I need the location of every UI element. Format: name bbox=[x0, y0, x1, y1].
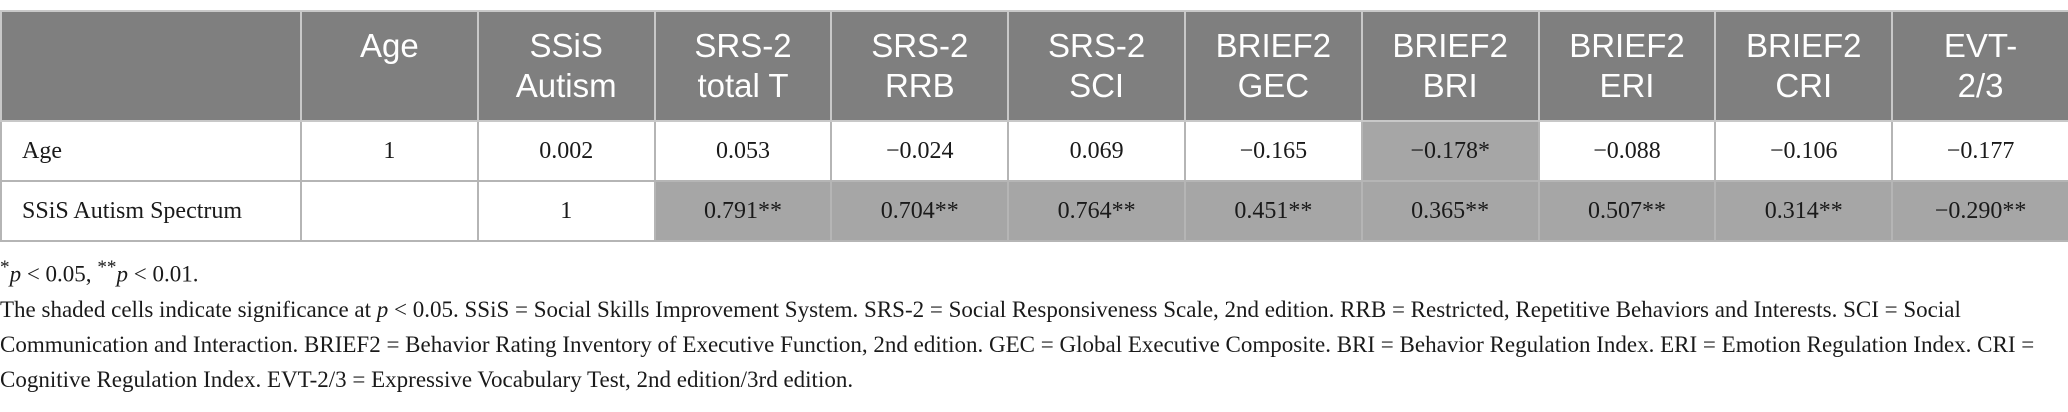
header-srs2-sci-line1: SRS-2 bbox=[1047, 27, 1146, 64]
table-cell: −0.178* bbox=[1360, 120, 1540, 182]
abbreviations-footnote: The shaded cells indicate significance a… bbox=[0, 292, 2060, 397]
table-cell: 0.365** bbox=[1360, 180, 1540, 242]
table-cell: −0.177 bbox=[1891, 120, 2068, 182]
p-threshold-2: < 0.01. bbox=[127, 261, 199, 287]
shading-note-text: The shaded cells indicate significance a… bbox=[0, 296, 377, 322]
header-brief2-bri-line2: BRI bbox=[1422, 67, 1478, 104]
p-symbol: p bbox=[376, 296, 389, 322]
header-age-spacer bbox=[308, 66, 471, 106]
double-star: ** bbox=[97, 257, 117, 278]
header-srs2-rrb: SRS-2 RRB bbox=[830, 10, 1010, 122]
header-srs2-rrb-line2: RRB bbox=[884, 67, 955, 104]
p-symbol: p bbox=[9, 261, 22, 287]
table-cell: 0.314** bbox=[1714, 180, 1894, 242]
p-symbol: p bbox=[116, 261, 128, 287]
table-cell: 0.704** bbox=[830, 180, 1010, 242]
header-corner-cell bbox=[0, 10, 302, 122]
header-brief2-gec-line2: GEC bbox=[1237, 67, 1310, 104]
header-age: Age bbox=[300, 10, 479, 122]
header-srs2-total-line2: total T bbox=[697, 67, 789, 104]
table-cell: −0.088 bbox=[1537, 120, 1717, 182]
table-cell: −0.106 bbox=[1714, 120, 1894, 182]
header-srs2-total: SRS-2 total T bbox=[653, 10, 833, 122]
table-cell: 1 bbox=[476, 180, 656, 242]
header-srs2-total-line1: SRS-2 bbox=[694, 27, 792, 64]
header-ssis-line2: Autism bbox=[515, 67, 617, 104]
significance-footnote: *p < 0.05, **p < 0.01. bbox=[0, 250, 2060, 292]
table-cell: 0.791** bbox=[653, 180, 833, 242]
header-brief2-cri: BRIEF2 CRI bbox=[1714, 10, 1894, 122]
abbreviations-text: < 0.05. SSiS = Social Skills Improvement… bbox=[0, 296, 2035, 392]
header-ssis-line1: SSiS bbox=[529, 27, 603, 64]
table-cell: 0.764** bbox=[1007, 180, 1186, 242]
table-cell: 0.451** bbox=[1183, 180, 1363, 242]
table-cell: 0.069 bbox=[1007, 120, 1186, 182]
header-brief2-eri: BRIEF2 ERI bbox=[1537, 10, 1717, 122]
header-row: Age SSiS Autism SRS-2 total T SRS-2 RRB SRS… bbox=[0, 10, 2068, 122]
table-row-ssis-autism-spectrum: SSiS Autism Spectrum 1 0.791** 0.704** 0… bbox=[0, 180, 2068, 242]
table-footnotes: *p < 0.05, **p < 0.01. The shaded cells … bbox=[0, 250, 2060, 397]
single-star: * bbox=[0, 257, 10, 278]
header-evt: EVT- 2/3 bbox=[1891, 10, 2068, 122]
correlation-table-wrapper: Age SSiS Autism SRS-2 total T SRS-2 RRB SRS… bbox=[0, 10, 2068, 242]
header-brief2-cri-line2: CRI bbox=[1775, 67, 1833, 104]
table-cell: 0.507** bbox=[1537, 180, 1717, 242]
header-brief2-eri-line1: BRIEF2 bbox=[1569, 27, 1685, 64]
header-ssis-autism: SSiS Autism bbox=[476, 10, 656, 122]
correlation-table: Age SSiS Autism SRS-2 total T SRS-2 RRB SRS… bbox=[0, 10, 2068, 242]
header-age-line1: Age bbox=[360, 27, 419, 64]
header-brief2-cri-line1: BRIEF2 bbox=[1746, 27, 1862, 64]
table-cell: 0.002 bbox=[476, 120, 656, 182]
header-brief2-eri-line2: ERI bbox=[1599, 67, 1655, 104]
table-row-age: Age 1 0.002 0.053 −0.024 0.069 −0.165 −0… bbox=[0, 120, 2068, 182]
p-threshold-1: < 0.05, bbox=[21, 261, 98, 287]
table-cell: −0.290** bbox=[1891, 180, 2068, 242]
header-srs2-sci: SRS-2 SCI bbox=[1007, 10, 1186, 122]
header-evt-line1: EVT- bbox=[1943, 27, 2018, 64]
header-srs2-rrb-line1: SRS-2 bbox=[871, 27, 969, 64]
table-cell: −0.024 bbox=[830, 120, 1010, 182]
table-cell bbox=[300, 180, 479, 242]
header-srs2-sci-line2: SCI bbox=[1069, 67, 1125, 104]
table-cell: 0.053 bbox=[653, 120, 833, 182]
table-cell: −0.165 bbox=[1183, 120, 1363, 182]
header-brief2-bri: BRIEF2 BRI bbox=[1360, 10, 1540, 122]
header-evt-line2: 2/3 bbox=[1957, 67, 2004, 104]
header-brief2-gec-line1: BRIEF2 bbox=[1215, 27, 1332, 64]
header-brief2-bri-line1: BRIEF2 bbox=[1392, 27, 1508, 64]
header-brief2-gec: BRIEF2 GEC bbox=[1183, 10, 1363, 122]
row-label-ssis-autism-spectrum: SSiS Autism Spectrum bbox=[0, 180, 302, 242]
table-cell: 1 bbox=[300, 120, 479, 182]
row-label-age: Age bbox=[0, 120, 302, 182]
